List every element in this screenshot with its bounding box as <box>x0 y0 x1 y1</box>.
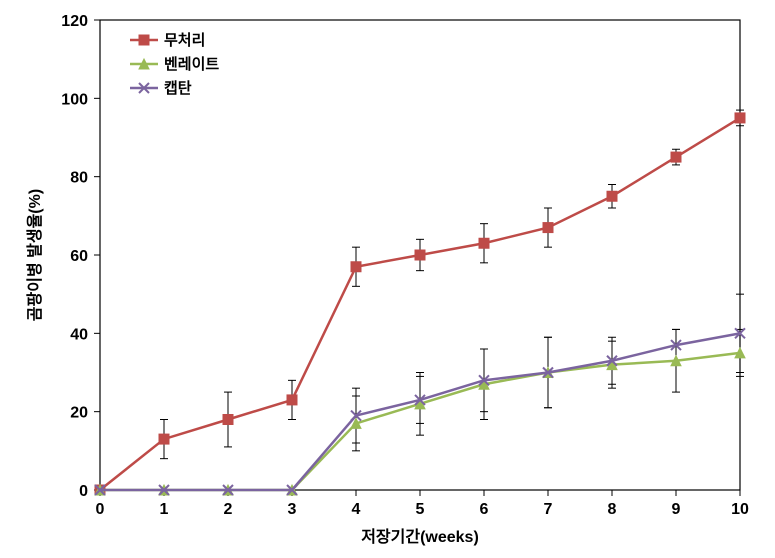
x-tick-label: 7 <box>544 501 553 518</box>
x-tick-label: 4 <box>352 501 361 518</box>
legend-label: 무처리 <box>164 32 205 49</box>
x-tick-label: 1 <box>160 501 169 518</box>
legend-label: 캡탄 <box>164 79 192 97</box>
line-chart: 0 20 40 60 80 100 120 0 1 2 3 4 5 6 7 8 9 10 저장기간(weeks) 곰팡… <box>0 0 775 558</box>
legend-label: 벤레이트 <box>164 56 219 73</box>
x-axis-label: 저장기간(weeks) <box>361 528 479 546</box>
x-tick-label: 8 <box>608 501 617 518</box>
y-tick-label: 20 <box>70 405 88 422</box>
y-tick-label: 120 <box>61 13 88 30</box>
x-tick-label: 9 <box>672 501 681 518</box>
y-axis-label: 곰팡이병 발생율(%) <box>26 189 44 321</box>
y-tick-label: 100 <box>61 91 88 108</box>
y-tick-label: 40 <box>70 326 88 343</box>
y-tick-label: 80 <box>70 170 88 187</box>
x-tick-label: 3 <box>288 501 297 518</box>
x-tick-label: 0 <box>96 501 105 518</box>
x-tick-label: 6 <box>480 501 489 518</box>
x-tick-label: 2 <box>224 501 233 518</box>
y-tick-label: 60 <box>70 248 88 265</box>
x-tick-label: 10 <box>731 501 749 518</box>
x-tick-label: 5 <box>416 501 425 518</box>
y-tick-label: 0 <box>79 483 88 500</box>
chart-container: 0 20 40 60 80 100 120 0 1 2 3 4 5 6 7 8 9 10 저장기간(weeks) 곰팡… <box>0 0 775 558</box>
